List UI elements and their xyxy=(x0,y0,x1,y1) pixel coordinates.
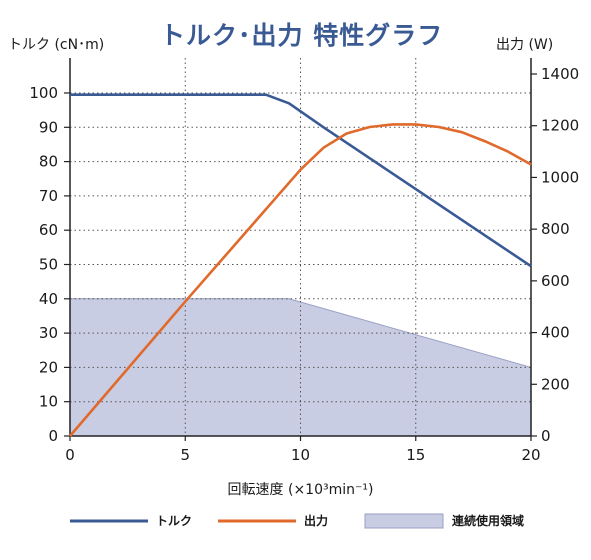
left-tick-label: 50 xyxy=(39,256,58,274)
legend-power-label: 出力 xyxy=(304,513,328,528)
x-tick-label: 0 xyxy=(65,446,75,464)
left-tick-label: 70 xyxy=(39,187,58,205)
right-tick-label: 400 xyxy=(541,324,570,342)
legend-area-label: 連続使用領域 xyxy=(452,513,524,528)
left-tick-label: 60 xyxy=(39,221,58,239)
legend-torque-label: トルク xyxy=(156,514,192,528)
right-tick-label: 1200 xyxy=(541,117,579,135)
left-tick-label: 40 xyxy=(39,290,58,308)
right-tick-label: 800 xyxy=(541,220,570,238)
left-axis-label: トルク (cN･m) xyxy=(8,37,105,53)
x-tick-label: 10 xyxy=(291,446,310,464)
left-tick-label: 80 xyxy=(39,153,58,171)
left-tick-label: 100 xyxy=(29,84,58,102)
left-tick-label: 10 xyxy=(39,393,58,411)
left-tick-label: 30 xyxy=(39,324,58,342)
left-tick-label: 90 xyxy=(39,118,58,136)
x-tick-label: 20 xyxy=(521,446,540,464)
x-axis-label: 回転速度 (×10³min⁻¹) xyxy=(228,482,374,498)
x-tick-label: 15 xyxy=(406,446,425,464)
left-tick-label: 20 xyxy=(39,358,58,376)
chart-title: トルク･出力 特性グラフ xyxy=(160,21,444,50)
right-tick-label: 200 xyxy=(541,375,570,393)
right-tick-label: 0 xyxy=(541,427,551,445)
right-tick-label: 1000 xyxy=(541,168,579,186)
torque-line xyxy=(70,93,532,268)
right-tick-label: 600 xyxy=(541,272,570,290)
legend-area-swatch xyxy=(364,513,444,529)
x-tick-label: 5 xyxy=(180,446,190,464)
power-line xyxy=(69,123,532,437)
right-tick-label: 1400 xyxy=(541,65,579,83)
left-tick-label: 0 xyxy=(48,427,58,445)
right-axis-label: 出力 (W) xyxy=(496,37,554,53)
